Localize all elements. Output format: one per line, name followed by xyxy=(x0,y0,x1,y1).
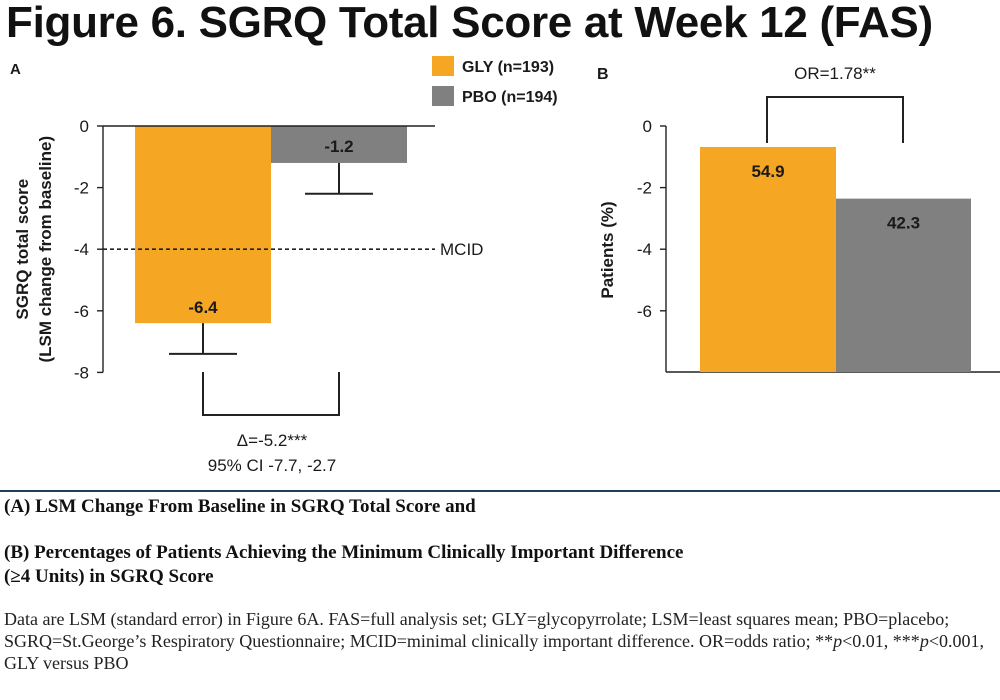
legend-swatch xyxy=(432,86,454,106)
panel-b-letter: B xyxy=(597,66,609,83)
panel-a-ci-annotation: 95% CI -7.7, -2.7 xyxy=(208,456,337,475)
legend-label: PBO (n=194) xyxy=(462,89,558,106)
panel-a-bar xyxy=(271,126,407,163)
panel-a-y-tick-label: -6 xyxy=(74,302,89,321)
separator-rule xyxy=(0,490,1000,492)
caption-panel-b-line1: (B) Percentages of Patients Achieving th… xyxy=(4,542,684,563)
panel-a-y-tick-label: -8 xyxy=(74,363,89,382)
footnote-text: Data are LSM (standard error) in Figure … xyxy=(4,609,950,651)
panel-a-letter: A xyxy=(10,61,21,78)
figure-title: Figure 6. SGRQ Total Score at Week 12 (F… xyxy=(6,0,933,47)
panel-a-y-tick-label: -2 xyxy=(74,179,89,198)
panel-a-comparison-bracket xyxy=(202,372,340,416)
panel-b-comparison-bracket xyxy=(766,96,904,143)
panel-a-value-label: -1.2 xyxy=(324,137,353,156)
caption-panel-b-line2: (≥4 Units) in SGRQ Score xyxy=(4,566,214,587)
figure-chart: A SGRQ total score (LSM change from baseli… xyxy=(10,56,1000,475)
panel-b-bar xyxy=(836,198,971,372)
panel-b-y-axis-title: Patients (%) xyxy=(598,201,617,298)
panel-a-delta-annotation: Δ=-5.2*** xyxy=(237,431,308,450)
legend-label: GLY (n=193) xyxy=(462,59,554,76)
panel-b-y-tick-label: -4 xyxy=(637,240,652,259)
panel-b-y-tick-label: -2 xyxy=(637,179,652,198)
footnote-p001: <0.001, GLY versus PBO xyxy=(4,631,984,673)
panel-b-or-annotation: OR=1.78** xyxy=(794,64,876,83)
footnote-p-italic: p xyxy=(919,631,929,651)
panel-a-value-label: -6.4 xyxy=(188,298,218,317)
footnote: Data are LSM (standard error) in Figure … xyxy=(4,608,994,674)
caption-panel-a: (A) LSM Change From Baseline in SGRQ Tot… xyxy=(4,496,476,517)
panel-b-value-label: 54.9 xyxy=(751,162,784,181)
panel-a-y-axis-title: SGRQ total score xyxy=(13,179,32,320)
panel-b-y-tick-label: 0 xyxy=(643,117,652,136)
legend-swatch xyxy=(432,56,454,76)
panel-a-y-tick-label: 0 xyxy=(80,117,89,136)
mcid-label: MCID xyxy=(440,240,483,259)
panel-a-y-tick-label: -4 xyxy=(74,240,89,259)
panel-b-value-label: 42.3 xyxy=(887,214,920,233)
panel-b-bar xyxy=(700,147,836,372)
footnote-p01: <0.01, *** xyxy=(842,631,920,651)
footnote-p-italic: p xyxy=(833,631,843,651)
panel-b-y-tick-label: -6 xyxy=(637,302,652,321)
panel-a-y-axis-subtitle: (LSM change from baseline) xyxy=(36,136,55,363)
panel-a-bar xyxy=(135,126,271,324)
